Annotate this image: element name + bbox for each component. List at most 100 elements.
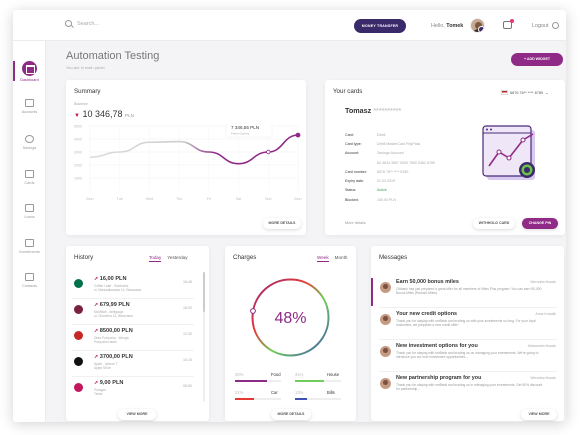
card-owner: Tomasz **********	[345, 106, 402, 115]
charges-tabs: Week Month	[317, 255, 347, 262]
card-detail-row: Card: Debit	[345, 132, 386, 137]
greeting: Hello, Tomek	[431, 23, 464, 29]
history-title: History	[74, 254, 94, 261]
money-transfer-button[interactable]: MONEY TRANSFER	[354, 19, 406, 33]
message-title: Your new credit options	[396, 311, 457, 317]
withhold-card-button[interactable]: WITHHOLD CARD	[473, 218, 515, 229]
accounts-icon	[25, 99, 34, 107]
charge-percent: 35%	[235, 372, 244, 377]
card-detail-row: Card type: Debit MasterCard PayPass	[345, 141, 421, 146]
y-tick-label: 5000	[74, 125, 82, 129]
investments-icon	[25, 239, 34, 247]
history-card: History Today Yesterday ➚ 16,00 PLN Coffe…	[66, 246, 209, 421]
messages-view-more-button[interactable]: VIEW MORE	[521, 409, 557, 420]
history-item[interactable]: ➚ 8500,00 PLN Złota Pożyczka - Wonga Pożyc…	[72, 328, 192, 348]
arrow-out-icon: ➚	[94, 354, 99, 360]
donut-ring	[251, 278, 330, 357]
sidebar-item-dashboard[interactable]: Dashboard	[13, 61, 46, 82]
message-text: Thank you for staying with smBank and tr…	[396, 351, 539, 360]
message-item[interactable]: Your new credit options Thank you for sta…	[371, 310, 564, 343]
history-amount: ➚ 8500,00 PLN	[94, 328, 133, 334]
message-item[interactable]: New investment options for you Thank you …	[371, 342, 564, 375]
history-item[interactable]: ➚ 679,99 PLN McMillan - delegacja ul. Chmi…	[72, 302, 192, 322]
message-title: New investment options for you	[396, 343, 478, 349]
history-item[interactable]: ➚ 16,00 PLN Coffee Latte - Starbucks ul. M…	[72, 276, 192, 296]
notifications-icon[interactable]	[503, 19, 514, 29]
history-item[interactable]: ➚ 3700,00 PLN Apple - Iphone 7 Apple Store…	[72, 354, 192, 374]
tab-week[interactable]: Week	[317, 255, 329, 262]
card-more-details-link[interactable]: More details	[345, 221, 366, 225]
x-tick-label: Tue	[117, 197, 123, 201]
message-sender: Anna Kowalik	[535, 312, 556, 316]
arrow-down-icon: ▼	[74, 113, 80, 119]
logout-icon[interactable]	[552, 22, 559, 29]
divider	[72, 350, 194, 351]
sidebar-item-investments[interactable]: Investments	[13, 239, 46, 254]
chart-tooltip: 7 346,55 PLN Ferris Gomes	[225, 124, 273, 138]
y-tick-label: 3000	[74, 151, 82, 155]
data-point[interactable]	[295, 132, 301, 138]
analytics-illustration	[482, 125, 535, 180]
logout-link[interactable]: Logout	[532, 23, 549, 29]
message-item[interactable]: Earn 50,000 bonus miles Citibank has just…	[371, 278, 564, 311]
sidebar-item-contacts[interactable]: Contacts	[13, 273, 46, 288]
charges-more-details-button[interactable]: MORE DETAILS	[271, 409, 311, 420]
message-text: Citibank has just prepared a great offer…	[396, 287, 542, 296]
x-tick-label: Sun	[265, 197, 271, 201]
tab-month[interactable]: Month	[334, 255, 348, 260]
card-detail-row: Status: Active	[345, 188, 387, 193]
your-cards-card: Your cards 6876 76** **** 6789 ⌄ Tomasz …	[325, 80, 565, 235]
x-tick-label: Mon	[87, 197, 94, 201]
avatar	[380, 282, 391, 293]
merchant-logo-icon	[74, 331, 83, 340]
page-title: Automation Testing	[66, 50, 160, 62]
search-input[interactable]: Search...	[77, 20, 100, 27]
avatar	[380, 346, 391, 357]
history-item[interactable]: ➚ 9,00 PLN Paragon Ticket 08:50	[72, 380, 192, 400]
card-select[interactable]: 6876 76** **** 6789 ⌄	[501, 90, 548, 95]
charge-name: Bills	[327, 390, 335, 395]
cards-title: Your cards	[333, 88, 363, 95]
summary-more-details-button[interactable]: MORE DETAILS	[263, 218, 301, 229]
history-desc: McMillan - delegacja ul. Chmielna 14, War…	[94, 310, 133, 319]
card-detail-row: Blocked: 150,00 PLN	[345, 197, 396, 202]
merchant-logo-icon	[74, 383, 83, 392]
sidebar: Dashboard Accounts Savings Cards Loans I…	[13, 41, 46, 422]
divider	[72, 298, 194, 299]
sidebar-item-accounts[interactable]: Accounts	[13, 99, 46, 114]
search-bar[interactable]: Search...	[65, 20, 99, 27]
tab-today[interactable]: Today	[149, 255, 162, 262]
charge-bar	[235, 380, 281, 382]
charge-percent: 13%	[295, 390, 304, 395]
sidebar-item-cards[interactable]: Cards	[13, 170, 46, 185]
history-view-more-button[interactable]: VIEW MORE	[118, 409, 156, 420]
history-scrollbar[interactable]	[203, 272, 205, 402]
app-window: Search... MONEY TRANSFER Hello, Tomek Lo…	[13, 10, 566, 422]
series-line	[89, 134, 299, 165]
add-widget-button[interactable]: + ADD WIDGET	[511, 53, 563, 66]
sidebar-item-savings[interactable]: Savings	[13, 135, 46, 150]
change-pin-button[interactable]: CHANGE PIN	[522, 218, 558, 229]
arrow-out-icon: ➚	[94, 328, 99, 334]
message-sender: Weronika Nowak	[530, 376, 556, 380]
card-detail-row: Account: Savings Account	[345, 151, 404, 156]
data-point[interactable]	[266, 149, 271, 155]
message-title: Earn 50,000 bonus miles	[396, 279, 459, 285]
y-tick-label: 1000	[74, 177, 82, 181]
y-tick-label: 2000	[74, 164, 82, 168]
summary-card: Summary Balance ▼ 10 346,78 PLN 5000 4000…	[66, 80, 306, 235]
card-icon	[25, 170, 34, 178]
arrow-out-icon: ➚	[94, 380, 99, 386]
charge-name: Food	[271, 372, 281, 377]
sidebar-item-loans[interactable]: Loans	[13, 204, 46, 219]
tooltip-value: 7 346,55 PLN	[231, 125, 259, 130]
message-item[interactable]: New partnership program for you Thank you…	[371, 374, 564, 407]
message-text: Thank you for staying with smBank and tr…	[396, 383, 543, 392]
summary-title: Summary	[74, 88, 101, 95]
tab-yesterday[interactable]: Yesterday	[167, 255, 188, 260]
donut-handle[interactable]	[250, 308, 256, 314]
charge-name: Car	[271, 390, 278, 395]
avatar	[380, 378, 391, 389]
charges-card: Charges Week Month 48% 35% Food 31% House 21…	[225, 246, 356, 421]
avatar[interactable]	[470, 18, 485, 33]
